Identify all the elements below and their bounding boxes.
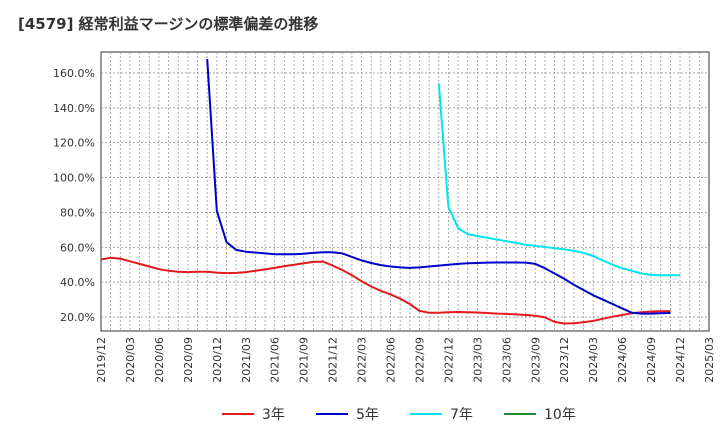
x-tick-label: 2020/03: [124, 337, 137, 383]
y-tick-label: 20.0%: [60, 311, 95, 324]
x-tick-label: 2020/09: [182, 337, 195, 383]
y-tick-label: 100.0%: [53, 172, 95, 185]
y-tick-label: 60.0%: [60, 241, 95, 254]
x-tick-label: 2024/06: [616, 337, 629, 383]
x-tick-label: 2023/03: [471, 337, 484, 383]
series-layer: [100, 58, 680, 325]
y-axis: 20.0% 40.0% 60.0% 80.0% 100.0% 120.0% 140.0% 16…: [53, 67, 95, 324]
x-tick-label: 2020/12: [211, 337, 224, 383]
legend-label: 10年: [544, 407, 576, 423]
y-tick-label: 120.0%: [53, 137, 95, 150]
x-axis: 2019/12 2020/03 2020/06 2020/09 2020/12 2021/…: [95, 337, 716, 383]
x-tick-label: 2020/06: [153, 337, 166, 383]
x-tick-label: 2024/09: [645, 337, 658, 383]
y-tick-label: 160.0%: [53, 67, 95, 80]
x-tick-label: 2021/03: [240, 337, 253, 383]
y-tick-label: 140.0%: [53, 102, 95, 115]
x-tick-label: 2024/03: [587, 337, 600, 383]
x-tick-label: 2023/12: [558, 337, 571, 383]
x-tick-label: 2021/12: [327, 337, 340, 383]
x-tick-label: 2021/09: [298, 337, 311, 383]
legend-label: 7年: [450, 407, 473, 423]
chart-title: [4579] 経常利益マージンの標準偏差の推移: [18, 15, 319, 33]
series-line-7年: [437, 83, 680, 277]
x-tick-label: 2019/12: [95, 337, 108, 383]
x-tick-label: 2023/09: [529, 337, 542, 383]
x-tick-label: 2022/09: [413, 337, 426, 383]
series-line-5年: [206, 58, 671, 315]
y-tick-label: 40.0%: [60, 276, 95, 289]
x-tick-label: 2023/06: [500, 337, 513, 383]
x-tick-label: 2022/06: [385, 337, 398, 383]
series-line-3年: [100, 256, 671, 325]
legend-label: 5年: [356, 407, 379, 423]
x-tick-label: 2022/03: [356, 337, 369, 383]
legend-label: 3年: [262, 407, 285, 423]
plot-area: [100, 51, 710, 332]
grid-layer: [101, 52, 709, 331]
x-tick-label: 2024/12: [674, 337, 687, 383]
x-tick-label: 2025/03: [703, 337, 716, 383]
legend: 3年 5年 7年 10年: [222, 407, 576, 423]
y-tick-label: 80.0%: [60, 206, 95, 219]
x-tick-label: 2021/06: [269, 337, 282, 383]
x-tick-label: 2022/12: [442, 337, 455, 383]
